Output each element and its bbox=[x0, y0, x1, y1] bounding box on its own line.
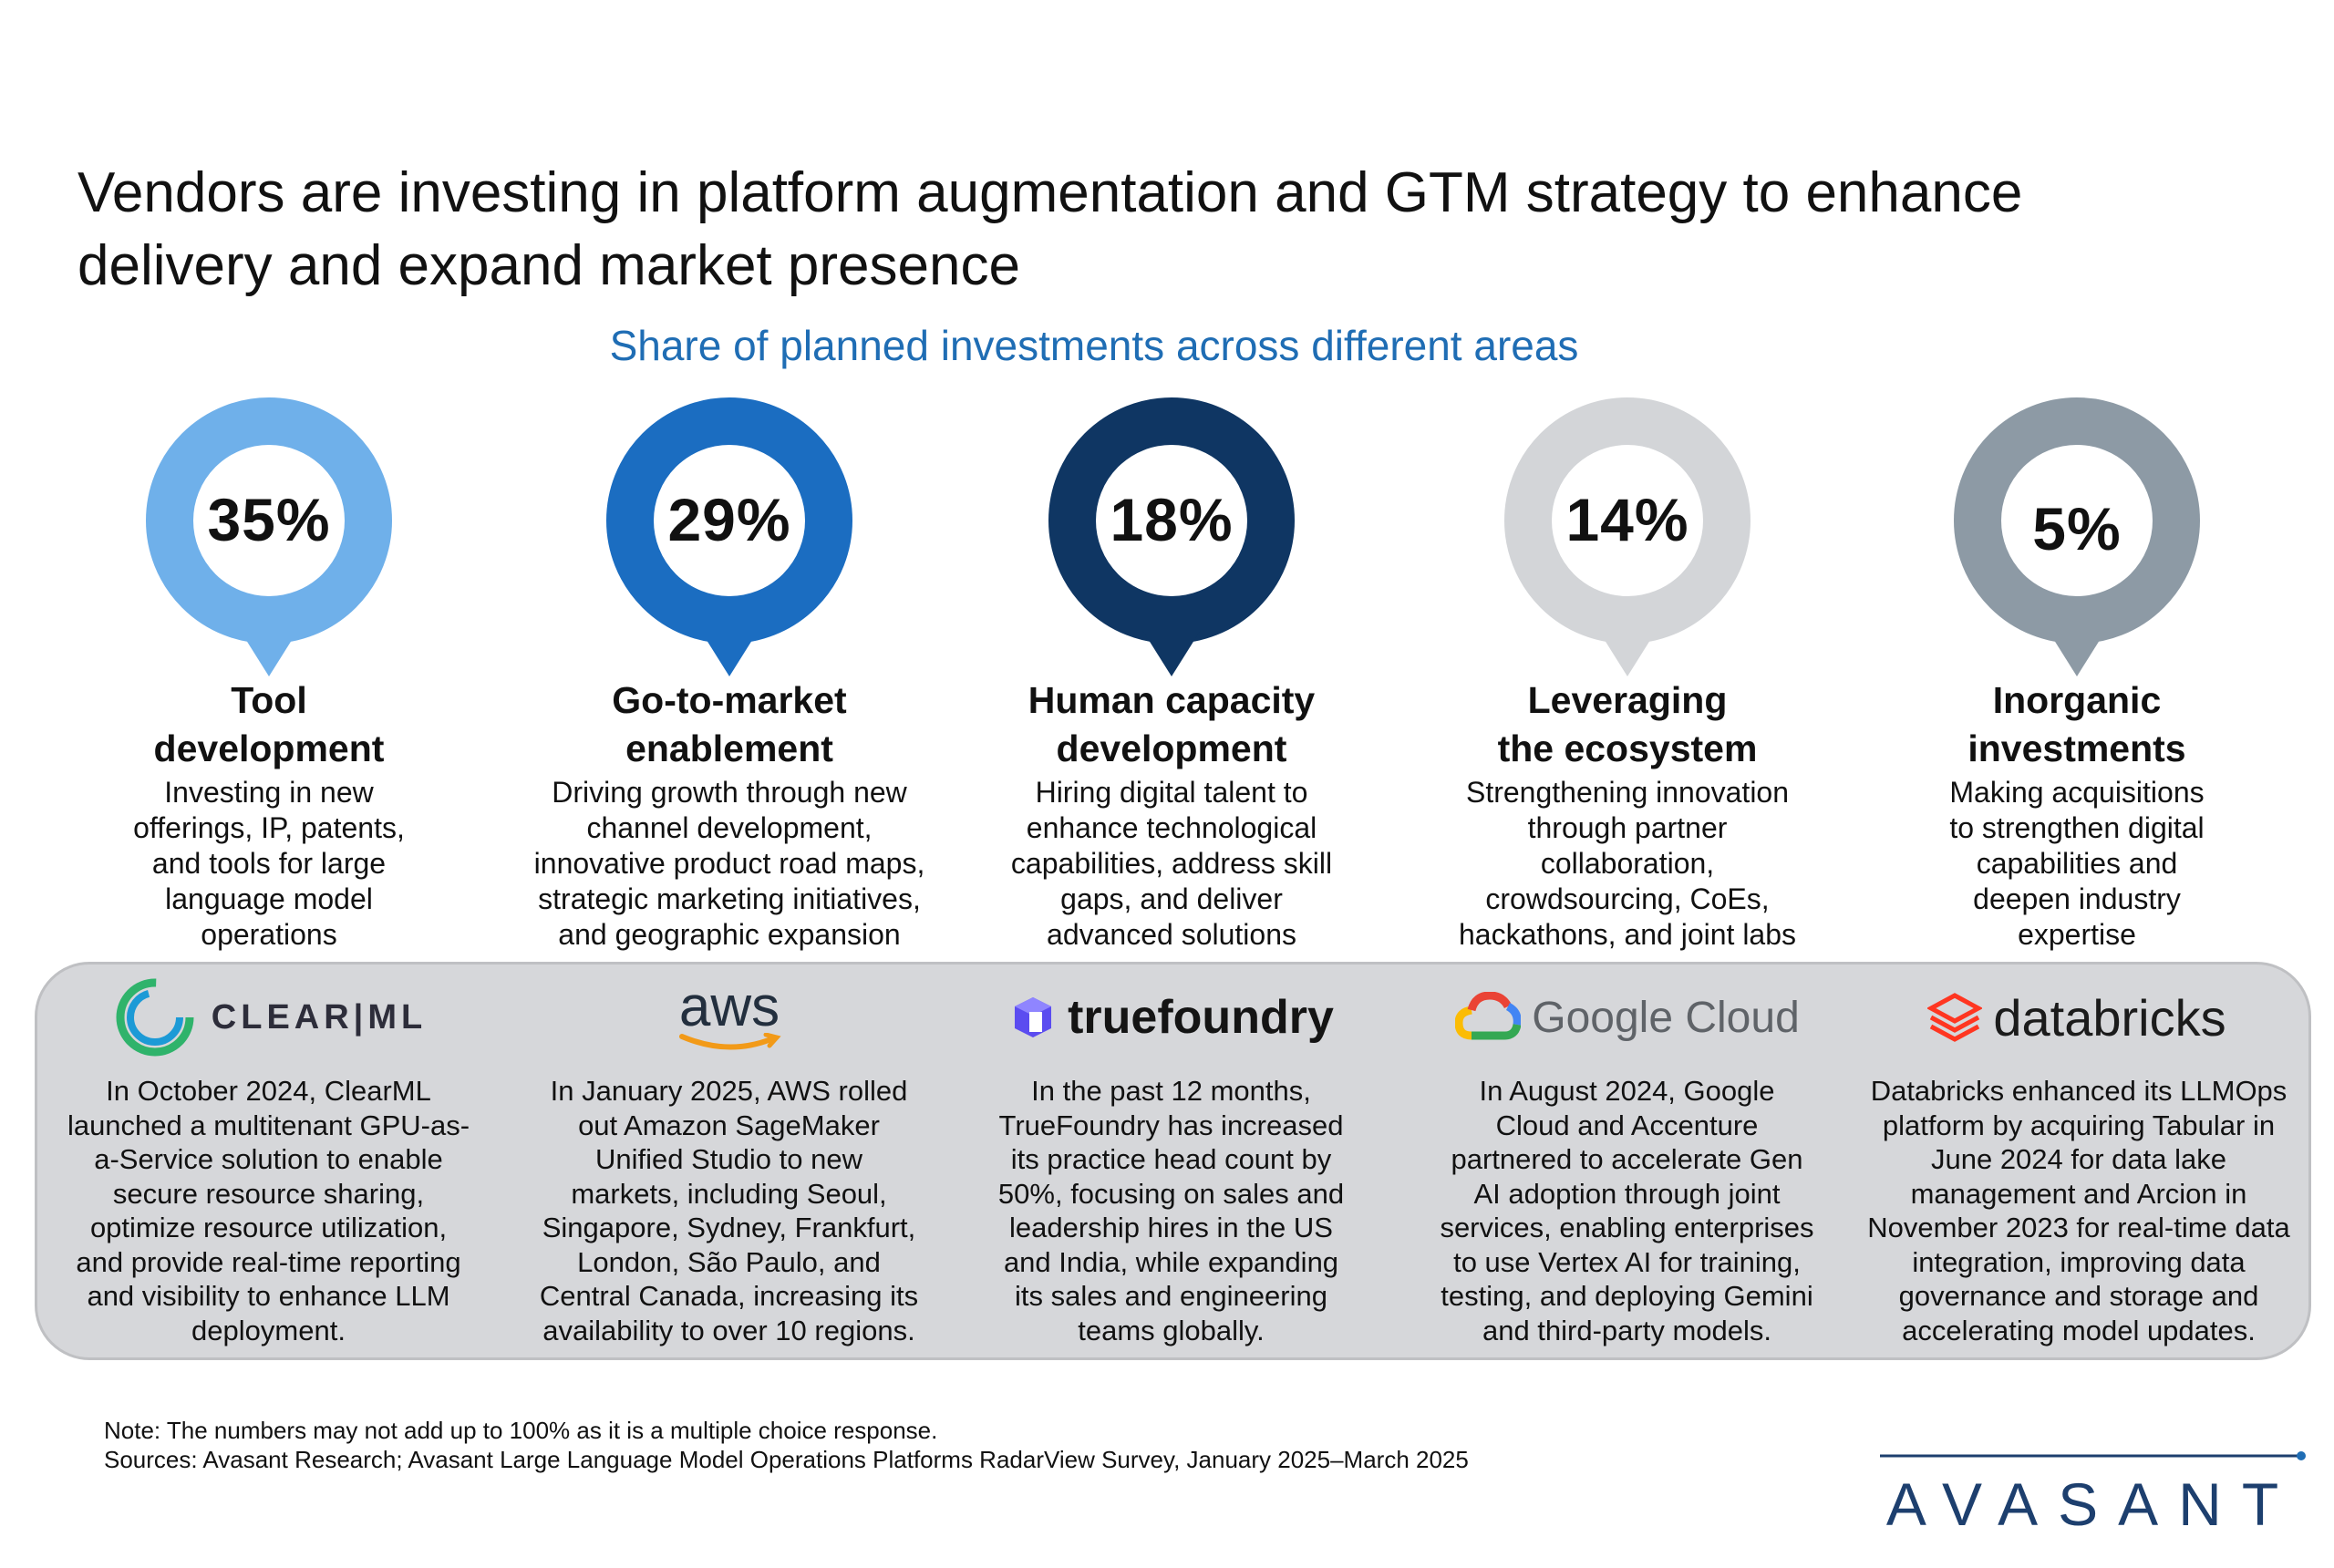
area-heading: Tool development bbox=[153, 679, 385, 769]
area-heading: Human capacity development bbox=[1028, 679, 1316, 769]
aws-smile-icon bbox=[679, 1033, 781, 1050]
sources-text: Sources: Avasant Research; Avasant Large… bbox=[104, 1446, 1469, 1473]
title-line-2: delivery and expand market presence bbox=[77, 234, 1020, 297]
pin-marker-icon bbox=[146, 397, 392, 676]
percent-value: 14% bbox=[1565, 486, 1689, 553]
page-title: Vendors are investing in platform augmen… bbox=[77, 157, 2266, 303]
pin-marker-icon bbox=[1048, 397, 1295, 676]
area-heading: Go-to-market enablement bbox=[612, 679, 847, 769]
pin-marker-icon bbox=[1954, 397, 2200, 676]
truefoundry-cube-icon bbox=[1015, 997, 1052, 1037]
pin-human-capacity: 18% bbox=[1048, 397, 1295, 680]
area-inorganic: Inorganic investments Making acquisition… bbox=[1849, 676, 2305, 953]
footnotes: Note: The numbers may not add up to 100%… bbox=[104, 1416, 1469, 1474]
avasant-logo: AVASANT bbox=[1885, 1470, 2299, 1538]
pin-inorganic: 5% bbox=[1954, 397, 2200, 680]
pin-tool-development: 35% bbox=[146, 397, 392, 680]
chart-subtitle: Share of planned investments across diff… bbox=[609, 322, 1579, 369]
percent-value: 29% bbox=[667, 486, 791, 553]
area-go-to-market: Go-to-market enablement Driving growth t… bbox=[501, 676, 957, 953]
example-databricks: Databricks enhanced its LLMOps platform b… bbox=[1867, 1075, 2290, 1346]
pin-go-to-market: 29% bbox=[606, 397, 852, 680]
pin-ecosystem: 14% bbox=[1504, 397, 1750, 680]
example-google-cloud: In August 2024, Google Cloud and Accentur… bbox=[1440, 1075, 1814, 1346]
area-description: Strengthening innovation through partner c… bbox=[1458, 776, 1797, 951]
area-description: Driving growth through new channel develo… bbox=[533, 776, 925, 951]
pin-marker-icon bbox=[1504, 397, 1750, 676]
area-description: Hiring digital talent to enhance technolo… bbox=[1010, 776, 1333, 951]
example-clearml: In October 2024, ClearML launched a multi… bbox=[67, 1075, 470, 1346]
note-text: Note: The numbers may not add up to 100%… bbox=[104, 1417, 938, 1444]
databricks-stack-icon bbox=[1927, 993, 1983, 1042]
percent-value: 18% bbox=[1110, 486, 1234, 553]
clearml-logo: CLEAR|ML bbox=[41, 974, 497, 1061]
truefoundry-logo: truefoundry bbox=[944, 974, 1399, 1061]
pin-marker-icon bbox=[606, 397, 852, 676]
example-truefoundry: In the past 12 months, TrueFoundry has in… bbox=[997, 1075, 1345, 1346]
aws-logo: aws bbox=[501, 974, 957, 1061]
area-description: Making acquisitions to strengthen digital… bbox=[1949, 776, 2205, 951]
area-heading: Inorganic investments bbox=[1967, 679, 2186, 769]
area-ecosystem: Leveraging the ecosystem Strengthening i… bbox=[1399, 676, 1855, 953]
area-human-capacity: Human capacity development Hiring digita… bbox=[944, 676, 1399, 953]
databricks-logo: databricks bbox=[1849, 974, 2305, 1061]
percent-value: 5% bbox=[2032, 495, 2122, 562]
area-heading: Leveraging the ecosystem bbox=[1497, 679, 1758, 769]
google-cloud-icon bbox=[1455, 992, 1522, 1040]
area-description: Investing in new offerings, IP, patents, a… bbox=[133, 776, 405, 951]
google-cloud-logo: Google Cloud bbox=[1399, 974, 1855, 1061]
title-line-1: Vendors are investing in platform augmen… bbox=[77, 161, 2023, 224]
percent-value: 35% bbox=[207, 486, 331, 553]
example-aws: In January 2025, AWS rolled out Amazon Sa… bbox=[539, 1075, 919, 1346]
area-tool-development: Tool development Investing in new offerin… bbox=[41, 676, 497, 953]
clearml-ring-icon bbox=[116, 978, 194, 1057]
brand-divider bbox=[1880, 1451, 2306, 1460]
